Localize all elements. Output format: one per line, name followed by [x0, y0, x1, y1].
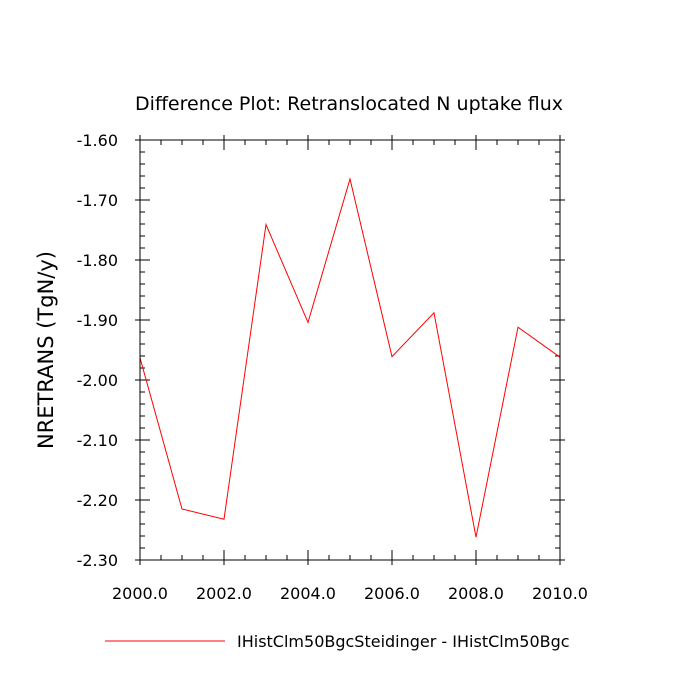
y-tick-label: -1.60	[77, 131, 118, 150]
x-tick-label: 2010.0	[532, 584, 588, 603]
series-group	[139, 177, 561, 538]
axis-ticks	[135, 135, 565, 565]
y-tick-label: -2.20	[77, 491, 118, 510]
y-tick-label: -1.70	[77, 191, 118, 210]
x-tick-label: 2006.0	[364, 584, 420, 603]
y-tick-label: -1.80	[77, 251, 118, 270]
x-tick-label: 2002.0	[196, 584, 252, 603]
y-tick-label: -2.10	[77, 431, 118, 450]
axis-tick-labels: 2000.0 2002.0 2004.0 2006.0 2008.0 2010.0 -1.6…	[77, 131, 588, 603]
legend: IHistClm50BgcSteidinger - IHistClm50Bgc	[105, 632, 570, 651]
series-line	[139, 177, 561, 538]
plot-frame	[139, 139, 561, 561]
x-tick-label: 2008.0	[448, 584, 504, 603]
x-tick-label: 2004.0	[280, 584, 336, 603]
x-tick-label: 2000.0	[112, 584, 168, 603]
chart-title: Difference Plot: Retranslocated N uptake…	[135, 93, 563, 115]
y-tick-label: -2.00	[77, 371, 118, 390]
y-tick-label: -2.30	[77, 551, 118, 570]
legend-label: IHistClm50BgcSteidinger - IHistClm50Bgc	[237, 632, 570, 651]
y-axis-label: NRETRANS (TgN/y)	[34, 251, 58, 449]
y-tick-label: -1.90	[77, 311, 118, 330]
